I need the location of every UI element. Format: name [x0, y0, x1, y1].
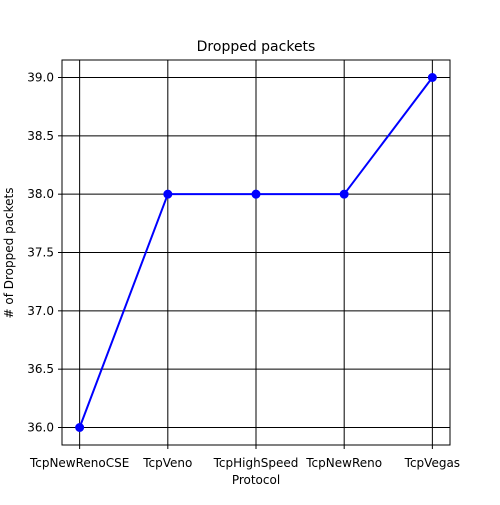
data-point [163, 189, 173, 199]
chart-title: Dropped packets [197, 39, 316, 55]
plot-frame [61, 59, 451, 446]
y-axis-label: # of Dropped packets [2, 188, 16, 319]
y-tick-label: 37.0 [27, 304, 54, 318]
data-point [75, 423, 85, 432]
x-tick-label: TcpVeno [142, 456, 192, 470]
data-series [75, 73, 437, 432]
y-tick-label: 38.0 [27, 187, 54, 201]
x-tick-label: TcpNewReno [305, 456, 382, 470]
x-tick-label: TcpNewRenoCSE [29, 456, 129, 470]
y-tick-label: 37.5 [27, 246, 54, 260]
grid [62, 60, 450, 445]
data-point [339, 189, 349, 199]
x-axis-label: Protocol [232, 473, 280, 487]
x-tick-label: TcpVegas [404, 456, 460, 470]
data-point [427, 73, 437, 82]
y-tick-label: 38.5 [27, 129, 54, 143]
axis-ticks: TcpNewRenoCSE TcpVeno TcpHighSpeed TcpNewRe… [27, 71, 460, 471]
x-tick-label: TcpHighSpeed [213, 456, 299, 470]
data-point [251, 189, 261, 199]
y-tick-label: 39.0 [27, 71, 54, 85]
y-tick-label: 36.5 [27, 362, 54, 376]
y-tick-label: 36.0 [27, 421, 54, 435]
